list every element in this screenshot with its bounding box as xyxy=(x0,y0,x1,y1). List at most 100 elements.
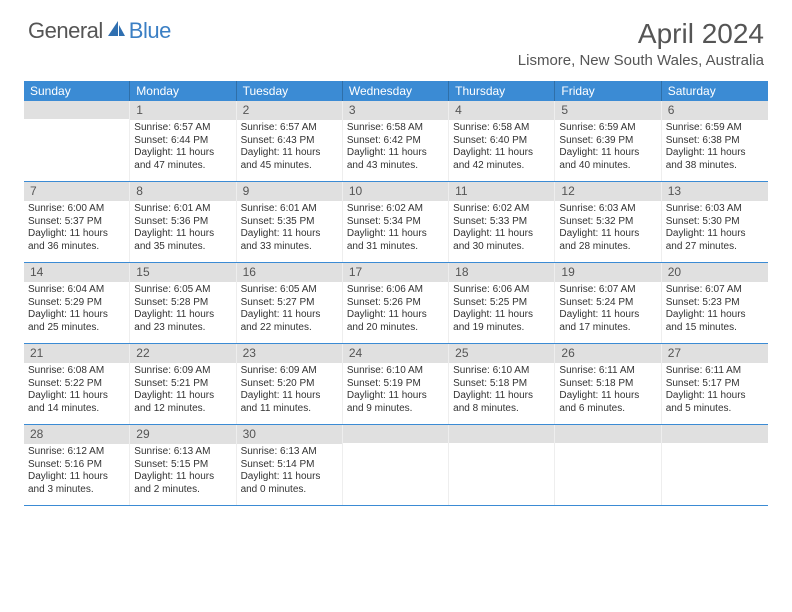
daylight-text: Daylight: 11 hours and 35 minutes. xyxy=(134,228,231,253)
sunset-text: Sunset: 5:23 PM xyxy=(666,297,764,310)
day-details: Sunrise: 6:09 AMSunset: 5:21 PMDaylight:… xyxy=(130,363,235,419)
daylight-text: Daylight: 11 hours and 28 minutes. xyxy=(559,228,656,253)
sunrise-text: Sunrise: 6:11 AM xyxy=(666,365,764,378)
week-row: 14Sunrise: 6:04 AMSunset: 5:29 PMDayligh… xyxy=(24,263,768,344)
day-number: 22 xyxy=(130,344,235,363)
sunset-text: Sunset: 5:33 PM xyxy=(453,216,550,229)
daylight-text: Daylight: 11 hours and 33 minutes. xyxy=(241,228,338,253)
day-cell: 19Sunrise: 6:07 AMSunset: 5:24 PMDayligh… xyxy=(555,263,661,343)
sunset-text: Sunset: 5:19 PM xyxy=(347,378,444,391)
day-details: Sunrise: 6:07 AMSunset: 5:23 PMDaylight:… xyxy=(662,282,768,338)
sunset-text: Sunset: 5:36 PM xyxy=(134,216,231,229)
sunset-text: Sunset: 5:15 PM xyxy=(134,459,231,472)
daylight-text: Daylight: 11 hours and 27 minutes. xyxy=(666,228,764,253)
day-number: 19 xyxy=(555,263,660,282)
sunset-text: Sunset: 5:37 PM xyxy=(28,216,125,229)
day-details: Sunrise: 6:13 AMSunset: 5:14 PMDaylight:… xyxy=(237,444,342,500)
day-cell: 16Sunrise: 6:05 AMSunset: 5:27 PMDayligh… xyxy=(237,263,343,343)
day-cell xyxy=(449,425,555,505)
day-number: 8 xyxy=(130,182,235,201)
sunset-text: Sunset: 5:26 PM xyxy=(347,297,444,310)
daylight-text: Daylight: 11 hours and 47 minutes. xyxy=(134,147,231,172)
day-details: Sunrise: 6:57 AMSunset: 6:43 PMDaylight:… xyxy=(237,120,342,176)
location-subtitle: Lismore, New South Wales, Australia xyxy=(518,52,764,69)
weeks-container: 1Sunrise: 6:57 AMSunset: 6:44 PMDaylight… xyxy=(24,101,768,506)
sunset-text: Sunset: 5:16 PM xyxy=(28,459,125,472)
day-cell xyxy=(555,425,661,505)
day-number: 23 xyxy=(237,344,342,363)
daylight-text: Daylight: 11 hours and 20 minutes. xyxy=(347,309,444,334)
sail-icon xyxy=(106,19,126,44)
day-details: Sunrise: 6:10 AMSunset: 5:19 PMDaylight:… xyxy=(343,363,448,419)
day-number: 21 xyxy=(24,344,129,363)
day-details: Sunrise: 6:12 AMSunset: 5:16 PMDaylight:… xyxy=(24,444,129,500)
day-cell: 8 Sunrise: 6:01 AMSunset: 5:36 PMDaylight… xyxy=(130,182,236,262)
sunrise-text: Sunrise: 6:13 AM xyxy=(241,446,338,459)
day-number: 9 xyxy=(237,182,342,201)
sunrise-text: Sunrise: 6:09 AM xyxy=(241,365,338,378)
weekday-header: Tuesday xyxy=(237,81,343,101)
day-number: 24 xyxy=(343,344,448,363)
week-row: 21 Sunrise: 6:08 AMSunset: 5:22 PM Dayligh… xyxy=(24,344,768,425)
daylight-text: Daylight: 11 hours and 42 minutes. xyxy=(453,147,550,172)
daylight-text: Daylight: 11 hours and 43 minutes. xyxy=(347,147,444,172)
day-cell: 7Sunrise: 6:00 AMSunset: 5:37 PMDaylight… xyxy=(24,182,130,262)
sunrise-text: Sunrise: 6:57 AM xyxy=(134,122,231,135)
daylight-text: Daylight: 11 hours and 17 minutes. xyxy=(559,309,656,334)
month-title: April 2024 xyxy=(518,18,764,50)
daylight-text: Daylight: 11 hours and 30 minutes. xyxy=(453,228,550,253)
page-header: General Blue April 2024 Lismore, New Sou… xyxy=(0,0,792,73)
day-number: 1 xyxy=(130,101,235,120)
day-cell: 29Sunrise: 6:13 AMSunset: 5:15 PMDayligh… xyxy=(130,425,236,505)
daylight-text: Daylight: 11 hours and 5 minutes. xyxy=(666,390,764,415)
sunset-text: Sunset: 5:27 PM xyxy=(241,297,338,310)
day-details: Sunrise: 6:07 AMSunset: 5:24 PMDaylight:… xyxy=(555,282,660,338)
sunset-text: Sunset: 5:17 PM xyxy=(666,378,764,391)
day-number: 29 xyxy=(130,425,235,444)
sunrise-text: Sunrise: 6:11 AM xyxy=(559,365,656,378)
sunset-text: Sunset: 5:14 PM xyxy=(241,459,338,472)
sunrise-text: Sunrise: 6:07 AM xyxy=(666,284,764,297)
day-details: Sunrise: 6:05 AMSunset: 5:27 PMDaylight:… xyxy=(237,282,342,338)
day-details: Sunrise: 6:58 AMSunset: 6:40 PMDaylight:… xyxy=(449,120,554,176)
daylight-text: Daylight: 11 hours and 9 minutes. xyxy=(347,390,444,415)
day-number: 12 xyxy=(555,182,660,201)
day-cell: 3Sunrise: 6:58 AMSunset: 6:42 PMDaylight… xyxy=(343,101,449,181)
day-cell: 22Sunrise: 6:09 AMSunset: 5:21 PMDayligh… xyxy=(130,344,236,424)
day-details: Sunrise: 6:11 AMSunset: 5:17 PMDaylight:… xyxy=(662,363,768,419)
sunrise-text: Sunrise: 6:05 AM xyxy=(241,284,338,297)
day-details: Sunrise: 6:04 AMSunset: 5:29 PMDaylight:… xyxy=(24,282,129,338)
daylight-text: Daylight: 11 hours and 31 minutes. xyxy=(347,228,444,253)
day-cell: 10Sunrise: 6:02 AMSunset: 5:34 PMDayligh… xyxy=(343,182,449,262)
daylight-text: Daylight: 11 hours and 40 minutes. xyxy=(559,147,656,172)
day-cell: 24Sunrise: 6:10 AMSunset: 5:19 PMDayligh… xyxy=(343,344,449,424)
daylight-text: Daylight: 11 hours and 8 minutes. xyxy=(453,390,550,415)
day-cell: 17Sunrise: 6:06 AMSunset: 5:26 PMDayligh… xyxy=(343,263,449,343)
sunset-text: Sunset: 5:32 PM xyxy=(559,216,656,229)
day-number: 28 xyxy=(24,425,129,444)
weekday-header: Friday xyxy=(555,81,661,101)
day-cell: 25Sunrise: 6:10 AMSunset: 5:18 PMDayligh… xyxy=(449,344,555,424)
day-number: 5 xyxy=(555,101,660,120)
daylight-text: Daylight: 11 hours and 25 minutes. xyxy=(28,309,125,334)
day-cell: 9Sunrise: 6:01 AMSunset: 5:35 PMDaylight… xyxy=(237,182,343,262)
daylight-text: Daylight: 11 hours and 36 minutes. xyxy=(28,228,125,253)
sunrise-text: Sunrise: 6:08 AM xyxy=(28,365,125,378)
day-number: 11 xyxy=(449,182,554,201)
day-cell: 28Sunrise: 6:12 AMSunset: 5:16 PMDayligh… xyxy=(24,425,130,505)
logo: General Blue xyxy=(28,18,171,44)
sunrise-text: Sunrise: 6:02 AM xyxy=(347,203,444,216)
day-number: 16 xyxy=(237,263,342,282)
sunset-text: Sunset: 5:22 PM xyxy=(28,378,125,391)
day-number xyxy=(449,425,554,443)
sunset-text: Sunset: 5:18 PM xyxy=(559,378,656,391)
day-details: Sunrise: 6:59 AMSunset: 6:39 PMDaylight:… xyxy=(555,120,660,176)
sunrise-text: Sunrise: 6:04 AM xyxy=(28,284,125,297)
day-details: Sunrise: 6:02 AMSunset: 5:34 PMDaylight:… xyxy=(343,201,448,257)
day-cell: 21Sunrise: 6:08 AMSunset: 5:22 PMDayligh… xyxy=(24,344,130,424)
sunset-text: Sunset: 5:29 PM xyxy=(28,297,125,310)
weekday-header: Monday xyxy=(130,81,236,101)
logo-text-general: General xyxy=(28,18,103,44)
sunrise-text: Sunrise: 6:01 AM xyxy=(134,203,231,216)
weekday-header-row: Sunday Monday Tuesday Wednesday Thursday… xyxy=(24,81,768,101)
